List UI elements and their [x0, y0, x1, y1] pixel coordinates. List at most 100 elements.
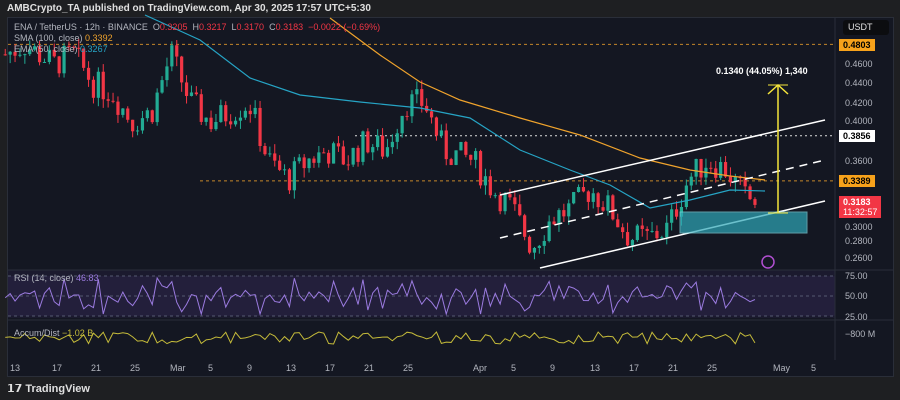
candle-body	[684, 185, 688, 207]
candle-body	[204, 117, 208, 122]
candle-body	[238, 117, 243, 121]
candle-body	[116, 101, 120, 115]
candle-body	[155, 92, 159, 123]
candle-body	[753, 199, 757, 205]
candle-body	[454, 150, 458, 165]
candle-body	[625, 232, 630, 246]
symbol[interactable]: ENA / TetherUS · 12h · BINANCE	[14, 22, 148, 32]
candle-body	[439, 130, 443, 136]
publisher-header: AMBCrypto_TA published on TradingView.co…	[7, 3, 371, 14]
candle-body	[346, 164, 350, 166]
candle-body	[390, 141, 394, 148]
candle-body	[483, 176, 488, 186]
candle-body	[616, 219, 620, 228]
candle-body	[86, 67, 91, 80]
candle-body	[469, 154, 473, 160]
time-tick: 17	[325, 363, 336, 373]
candle-body	[263, 146, 267, 155]
open: 0.3205	[159, 22, 188, 32]
sma-legend[interactable]: SMA (100, close) 0.3392	[14, 33, 113, 43]
high: 0.3217	[198, 22, 227, 32]
candle-body	[420, 89, 424, 106]
candle-body	[429, 111, 434, 118]
tradingview-logo[interactable]: 𝟭𝟳 TradingView	[7, 383, 90, 395]
candle-body	[699, 158, 703, 178]
candle-body	[111, 100, 115, 102]
price-tick: 0.3600	[845, 156, 873, 166]
candle-body	[493, 195, 497, 197]
candle-body	[52, 49, 56, 57]
time-tick: 17	[629, 363, 640, 373]
candle-body	[366, 131, 370, 153]
candle-body	[57, 56, 61, 74]
candle-body	[209, 117, 213, 130]
price-tick: 0.3000	[845, 222, 873, 232]
candle-body	[405, 115, 409, 117]
candle-body	[67, 45, 71, 47]
candle-body	[523, 215, 527, 237]
candle-body	[170, 45, 174, 67]
candle-body	[268, 153, 272, 155]
rsi-tick: 50.00	[845, 291, 868, 301]
candle-body	[640, 225, 644, 229]
candle-body	[576, 187, 581, 193]
rsi-tick: 75.00	[845, 271, 868, 281]
measure-label: 0.1340 (44.05%) 1,340	[716, 66, 808, 76]
ad-line	[5, 331, 756, 345]
candle-body	[175, 45, 179, 57]
support-zone	[679, 211, 808, 234]
candle-body	[537, 245, 541, 248]
candle-body	[28, 49, 32, 55]
candle-body	[385, 147, 390, 157]
time-tick: 13	[590, 363, 601, 373]
rsi-legend[interactable]: RSI (14, close) 46.83	[14, 273, 99, 283]
candle-body	[434, 117, 439, 136]
time-tick: 21	[668, 363, 679, 373]
time-tick: 9	[247, 363, 253, 373]
time-tick: 25	[707, 363, 718, 373]
candle-body	[542, 240, 546, 246]
candle-body	[527, 236, 532, 253]
time-tick: 25	[403, 363, 414, 373]
candle-body	[586, 191, 590, 202]
candle-body	[150, 110, 154, 123]
candle-body	[42, 61, 47, 63]
candle-body	[101, 71, 105, 100]
candle-body	[714, 168, 718, 178]
candle-body	[287, 169, 292, 191]
candle-body	[126, 108, 130, 120]
candle-body	[23, 54, 27, 56]
candle-body	[415, 89, 419, 95]
candle-body	[591, 193, 595, 202]
ema-legend[interactable]: EMA (50, close) 0.3267	[14, 44, 108, 54]
candle-body	[312, 158, 316, 163]
candle-body	[444, 130, 448, 160]
time-tick: 5	[511, 363, 517, 373]
ad-legend[interactable]: Accum/Dist −1.02 B	[14, 328, 94, 338]
candle-body	[121, 108, 125, 115]
currency-button[interactable]: USDT	[843, 20, 889, 35]
candle-body	[258, 107, 262, 147]
price-tick: 0.2800	[845, 236, 873, 246]
candle-body	[361, 131, 365, 162]
candle-body	[645, 228, 649, 231]
candle-body	[160, 80, 164, 93]
candle-body	[282, 169, 287, 171]
ema-line	[144, 14, 766, 209]
candle-body	[635, 225, 639, 241]
candle-body	[297, 157, 301, 162]
time-tick: May	[773, 363, 791, 373]
candle-body	[96, 71, 100, 98]
candle-body	[131, 119, 135, 132]
symbol-legend: ENA / TetherUS · 12h · BINANCE O0.3205 H…	[14, 22, 381, 32]
candle-body	[395, 133, 399, 142]
candle-body	[513, 197, 517, 205]
time-tick: 17	[52, 363, 63, 373]
time-tick: Apr	[473, 363, 488, 373]
candle-body	[72, 46, 76, 48]
time-tick: 21	[364, 363, 375, 373]
candle-body	[581, 187, 586, 192]
low: 0.3170	[236, 22, 265, 32]
candle-body	[331, 143, 336, 164]
